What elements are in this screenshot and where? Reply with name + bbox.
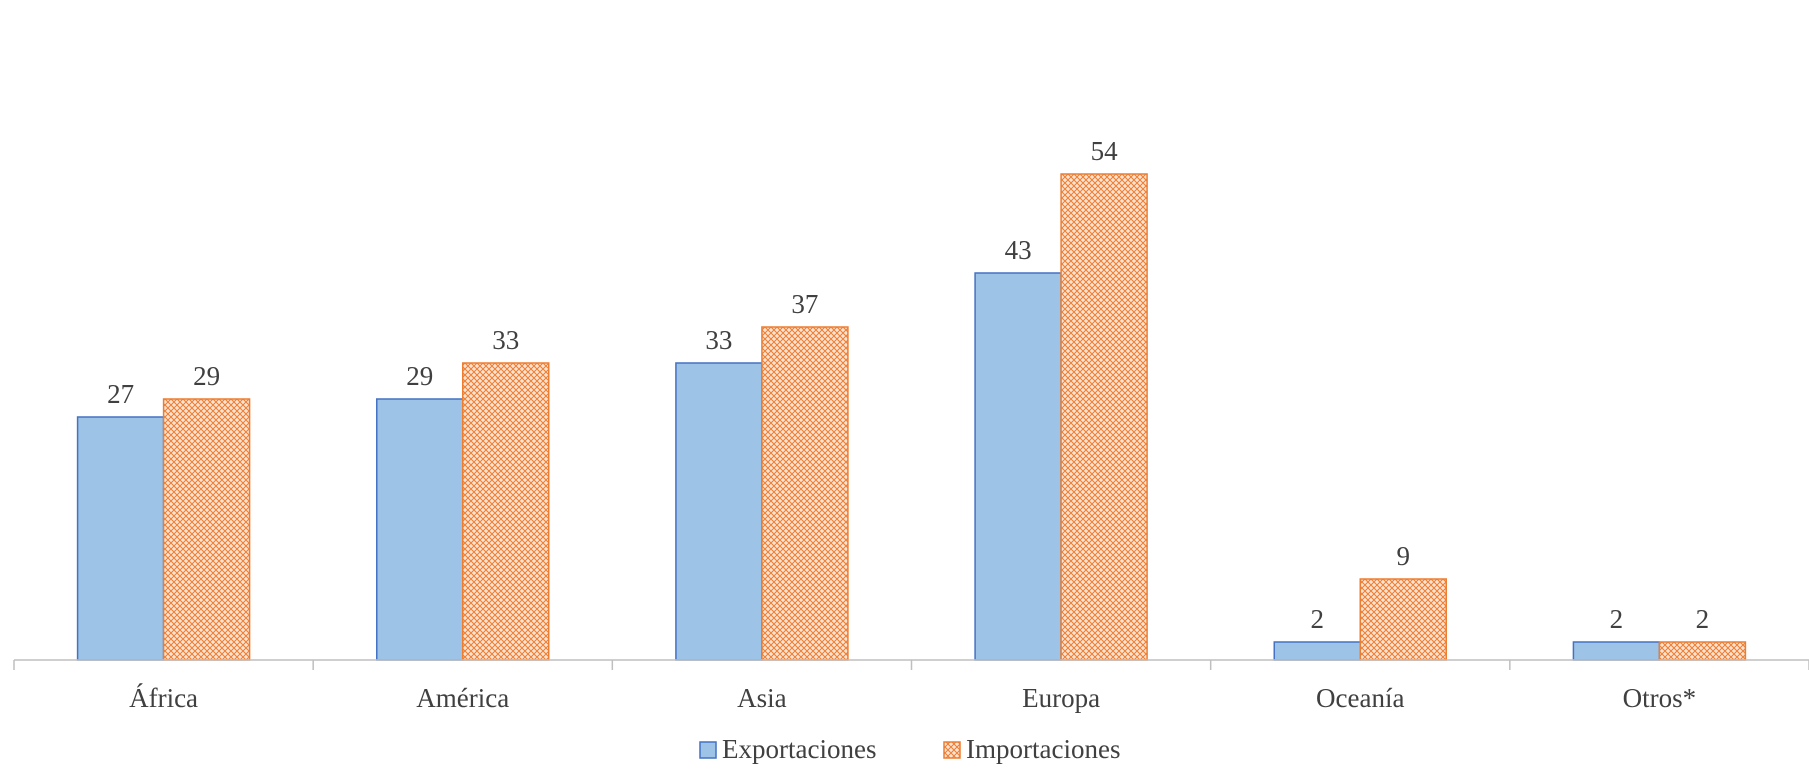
bar-exportaciones-2 xyxy=(675,362,763,661)
data-label-importaciones-4: 9 xyxy=(1397,541,1411,571)
data-label-exportaciones-2: 33 xyxy=(705,325,732,355)
bar-exportaciones-5 xyxy=(1572,641,1661,661)
bar-importaciones-2 xyxy=(761,326,849,661)
data-label-importaciones-5: 2 xyxy=(1696,604,1710,634)
x-axis: África América Asia Europa Oceanía Otros* xyxy=(13,659,1809,713)
bar-exportaciones-0 xyxy=(76,416,165,661)
x-tick-label-1: América xyxy=(416,683,509,713)
data-label-importaciones-0: 29 xyxy=(193,361,220,391)
data-label-exportaciones-4: 2 xyxy=(1311,604,1325,634)
legend-label-importaciones: Importaciones xyxy=(966,734,1120,764)
x-tick-label-3: Europa xyxy=(1022,683,1100,713)
legend-swatch-exportaciones xyxy=(699,741,717,759)
bar-exportaciones-4 xyxy=(1273,641,1361,661)
bar-exportaciones-3 xyxy=(974,272,1062,661)
bar-exportaciones-1 xyxy=(376,398,464,661)
data-label-importaciones-1: 33 xyxy=(492,325,519,355)
legend-label-exportaciones: Exportaciones xyxy=(722,734,876,764)
x-tick-label-4: Oceanía xyxy=(1316,683,1404,713)
x-tick-label-0: África xyxy=(129,683,198,713)
data-label-importaciones-2: 37 xyxy=(791,289,818,319)
bar-importaciones-4 xyxy=(1359,578,1447,661)
bar-importaciones-5 xyxy=(1658,641,1747,661)
x-tick-label-5: Otros* xyxy=(1623,683,1697,713)
data-label-exportaciones-5: 2 xyxy=(1610,604,1624,634)
legend: Exportaciones Importaciones xyxy=(699,734,1120,764)
x-tick-label-2: Asia xyxy=(737,683,787,713)
data-label-exportaciones-3: 43 xyxy=(1005,235,1032,265)
bar-importaciones-0 xyxy=(162,398,251,661)
bars-layer xyxy=(76,173,1747,661)
bar-importaciones-1 xyxy=(462,362,550,661)
data-label-exportaciones-1: 29 xyxy=(406,361,433,391)
data-label-exportaciones-0: 27 xyxy=(107,379,134,409)
bar-importaciones-3 xyxy=(1060,173,1148,661)
data-label-importaciones-3: 54 xyxy=(1091,136,1119,166)
legend-swatch-importaciones xyxy=(943,741,961,759)
